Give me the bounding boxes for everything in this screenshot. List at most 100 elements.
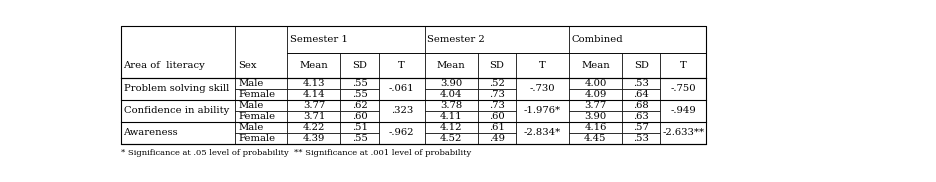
Text: .64: .64: [633, 90, 649, 99]
Bar: [660, 78, 706, 100]
Text: 3.78: 3.78: [440, 101, 462, 110]
Text: -.962: -.962: [389, 128, 415, 137]
Bar: [425, 89, 477, 100]
Bar: [379, 122, 425, 144]
Text: .53: .53: [633, 79, 649, 88]
Bar: [235, 111, 287, 122]
Bar: [425, 122, 477, 133]
Text: 3.77: 3.77: [303, 101, 325, 110]
Bar: [121, 122, 235, 144]
Bar: [425, 111, 477, 122]
Bar: [341, 111, 379, 122]
Text: * Significance at .05 level of probability  ** Significance at .001 level of pro: * Significance at .05 level of probabili…: [121, 149, 471, 157]
Text: 4.12: 4.12: [440, 123, 462, 132]
Text: SD: SD: [352, 61, 367, 70]
Text: Sex: Sex: [238, 61, 256, 70]
Text: 4.52: 4.52: [440, 134, 462, 143]
Text: Problem solving skill: Problem solving skill: [124, 84, 228, 93]
Bar: [516, 78, 569, 100]
Text: 4.22: 4.22: [302, 123, 325, 132]
Bar: [622, 111, 660, 122]
Text: .60: .60: [352, 112, 368, 121]
Bar: [660, 53, 706, 78]
Bar: [341, 89, 379, 100]
Bar: [569, 133, 622, 144]
Bar: [569, 122, 622, 133]
Text: Female: Female: [238, 112, 275, 121]
Text: Mean: Mean: [300, 61, 329, 70]
Text: 4.16: 4.16: [584, 123, 607, 132]
Bar: [425, 78, 477, 89]
Text: Combined: Combined: [572, 35, 623, 44]
Bar: [660, 100, 706, 122]
Text: Awareness: Awareness: [124, 128, 178, 137]
Bar: [516, 122, 569, 144]
Bar: [287, 53, 341, 78]
Bar: [477, 122, 516, 133]
Bar: [622, 122, 660, 133]
Bar: [660, 122, 706, 144]
Bar: [121, 26, 235, 78]
Text: 4.14: 4.14: [302, 90, 325, 99]
Text: 4.11: 4.11: [440, 112, 462, 121]
Bar: [477, 133, 516, 144]
Text: Area of  literacy: Area of literacy: [124, 61, 205, 70]
Text: Mean: Mean: [581, 61, 609, 70]
Bar: [341, 100, 379, 111]
Bar: [235, 26, 287, 78]
Bar: [569, 78, 622, 89]
Text: -2.834*: -2.834*: [524, 128, 561, 137]
Text: T: T: [399, 61, 405, 70]
Bar: [287, 89, 341, 100]
Text: Female: Female: [238, 134, 275, 143]
Bar: [622, 89, 660, 100]
Bar: [477, 100, 516, 111]
Bar: [235, 78, 287, 89]
Text: .52: .52: [489, 79, 505, 88]
Bar: [287, 133, 341, 144]
Bar: [477, 53, 516, 78]
Bar: [622, 78, 660, 89]
Bar: [287, 122, 341, 133]
Bar: [425, 26, 569, 53]
Text: Male: Male: [238, 79, 264, 88]
Bar: [569, 111, 622, 122]
Bar: [287, 26, 425, 53]
Bar: [121, 100, 235, 122]
Bar: [287, 78, 341, 89]
Text: Female: Female: [238, 90, 275, 99]
Bar: [287, 111, 341, 122]
Text: 4.39: 4.39: [302, 134, 325, 143]
Text: .68: .68: [634, 101, 649, 110]
Text: .57: .57: [633, 123, 649, 132]
Bar: [341, 133, 379, 144]
Text: SD: SD: [634, 61, 649, 70]
Bar: [569, 100, 622, 111]
Text: .53: .53: [633, 134, 649, 143]
Text: Semester 2: Semester 2: [428, 35, 485, 44]
Bar: [425, 100, 477, 111]
Text: .49: .49: [489, 134, 505, 143]
Text: 3.77: 3.77: [584, 101, 607, 110]
Text: Confidence in ability: Confidence in ability: [124, 106, 228, 115]
Bar: [477, 111, 516, 122]
Text: 3.71: 3.71: [302, 112, 325, 121]
Bar: [622, 53, 660, 78]
Bar: [235, 122, 287, 133]
Bar: [287, 100, 341, 111]
Text: .323: .323: [390, 106, 413, 115]
Text: 4.45: 4.45: [584, 134, 607, 143]
Text: .51: .51: [352, 123, 368, 132]
Text: SD: SD: [490, 61, 505, 70]
Bar: [341, 53, 379, 78]
Bar: [379, 100, 425, 122]
Text: 4.04: 4.04: [440, 90, 462, 99]
Bar: [622, 100, 660, 111]
Bar: [379, 53, 425, 78]
Text: -.730: -.730: [530, 84, 555, 93]
Bar: [516, 100, 569, 122]
Text: T: T: [539, 61, 546, 70]
Text: -1.976*: -1.976*: [524, 106, 561, 115]
Bar: [477, 78, 516, 89]
Text: Semester 1: Semester 1: [290, 35, 348, 44]
